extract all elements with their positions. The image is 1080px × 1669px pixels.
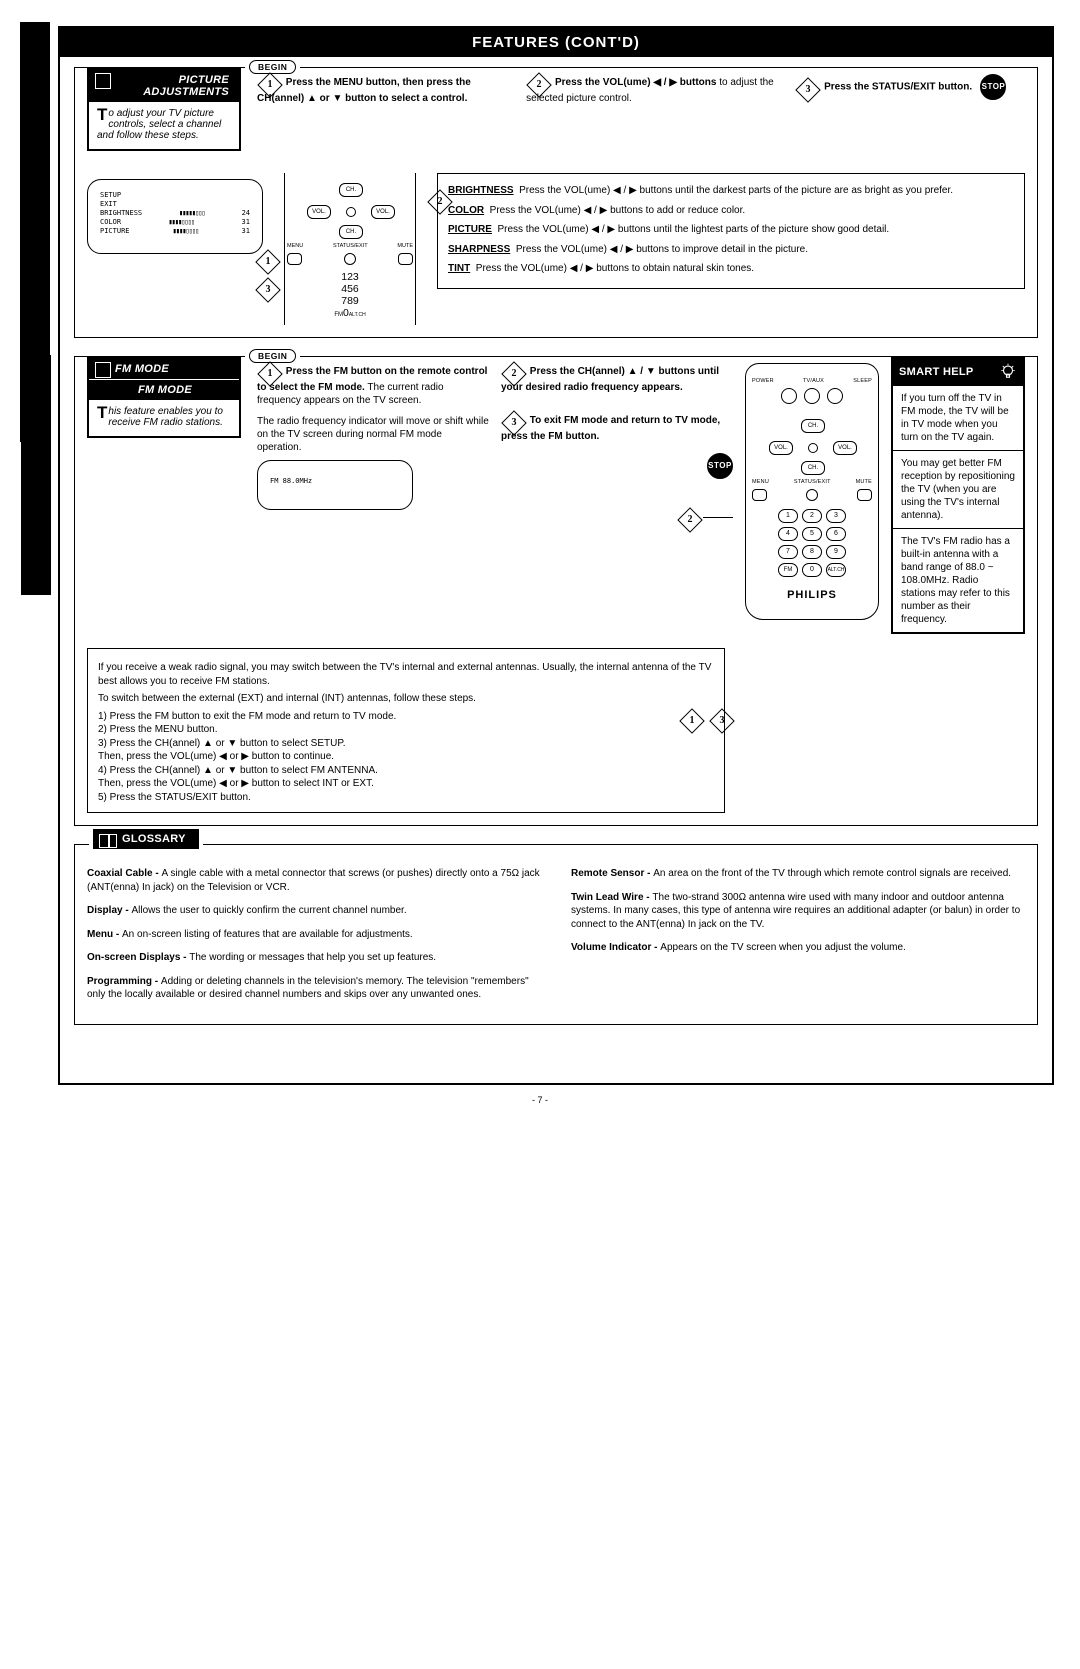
smart-tab: SMART HELP	[893, 359, 1023, 385]
glossary-left: Coaxial Cable - A single cable with a me…	[87, 867, 541, 1012]
begin-label-fm: BEGIN	[245, 349, 300, 363]
picture-descriptions: BRIGHTNESS Press the VOL(ume) ◀ / ▶ butt…	[437, 173, 1025, 289]
badge-3: 3	[796, 77, 821, 102]
fm-mid-col: 2 Press the CH(annel) ▲ / ▼ buttons unti…	[501, 363, 733, 527]
fm-intro-text: This feature enables you to receive FM r…	[89, 400, 239, 436]
fm-tv-screen: FM 88.0MHz	[257, 460, 413, 510]
mini-remote-area: CH. VOL. VOL. CH. MENU STATUS/EXIT MUTE	[275, 173, 425, 325]
fm-main-row: 1 Press the FM button on the remote cont…	[257, 363, 1025, 634]
page-number: - 7 -	[0, 1095, 1080, 1105]
glossary-section: GLOSSARY Coaxial Cable - A single cable …	[74, 844, 1038, 1025]
smart-help-box: SMART HELP If you turn off the TV in FM …	[891, 357, 1025, 634]
tv-icon	[95, 362, 111, 378]
brand-label: PHILIPS	[752, 589, 872, 601]
picture-intro-box: PICTURE ADJUSTMENTS To adjust your TV pi…	[87, 68, 241, 151]
fm-step-1: 1 Press the FM button on the remote cont…	[257, 363, 489, 407]
fm-step-3: 3 To exit FM mode and return to TV mode,…	[501, 412, 733, 443]
antenna-instructions: If you receive a weak radio signal, you …	[87, 648, 725, 813]
osd-menu: SETUPEXITBRIGHTNESS▮▮▮▮▮▯▯▯24COLOR▮▮▮▮▯▯…	[87, 179, 263, 254]
fm-step-1c: The radio frequency indicator will move …	[257, 415, 489, 454]
mini-remote: CH. VOL. VOL. CH. MENU STATUS/EXIT MUTE	[284, 173, 416, 325]
fm-step-2: 2 Press the CH(annel) ▲ / ▼ buttons unti…	[501, 363, 733, 394]
fm-section: BEGIN FM MODE FM MODE This feature enabl…	[74, 356, 1038, 826]
picture-lower: SETUPEXITBRIGHTNESS▮▮▮▮▮▯▯▯24COLOR▮▮▮▮▯▯…	[87, 173, 1025, 325]
fm-left-col: 1 Press the FM button on the remote cont…	[257, 363, 489, 510]
glossary-columns: Coaxial Cable - A single cable with a me…	[87, 867, 1025, 1012]
picture-step-2: 2 Press the VOL(ume) ◀ / ▶ buttons to ad…	[526, 74, 781, 105]
lightbulb-icon	[999, 363, 1017, 381]
page-frame: FEATURES (CONT'D) BEGIN PICTURE ADJUSTME…	[58, 26, 1054, 1085]
picture-steps: 1 Press the MENU button, then press the …	[257, 74, 1025, 105]
glossary-right: Remote Sensor - An area on the front of …	[571, 867, 1025, 1012]
tv-icon	[95, 73, 111, 89]
fm-tab-sub: FM MODE	[89, 379, 239, 400]
glossary-tab: GLOSSARY	[93, 829, 199, 849]
begin-label: BEGIN	[245, 60, 300, 74]
stop-icon: STOP	[707, 453, 733, 479]
page-title-bar: FEATURES (CONT'D)	[60, 27, 1052, 57]
picture-step-1: 1 Press the MENU button, then press the …	[257, 74, 512, 105]
picture-section: BEGIN PICTURE ADJUSTMENTS To adjust your…	[74, 67, 1038, 338]
fm-tab: FM MODE	[89, 359, 239, 379]
remote-control: POWER TV/AUX SLEEP CH. VOL. VOL. CH.	[745, 363, 879, 620]
picture-step-3: 3 Press the STATUS/EXIT button. STOP	[795, 74, 1025, 100]
fm-intro-box: FM MODE FM MODE This feature enables you…	[87, 357, 241, 438]
picture-tab: PICTURE ADJUSTMENTS	[89, 70, 239, 102]
page-title: FEATURES (CONT'D)	[472, 34, 640, 51]
picture-intro-text: To adjust your TV picture controls, sele…	[89, 102, 239, 149]
stop-icon: STOP	[980, 74, 1006, 100]
side-black-tab-2	[21, 355, 51, 595]
book-icon	[99, 834, 117, 848]
